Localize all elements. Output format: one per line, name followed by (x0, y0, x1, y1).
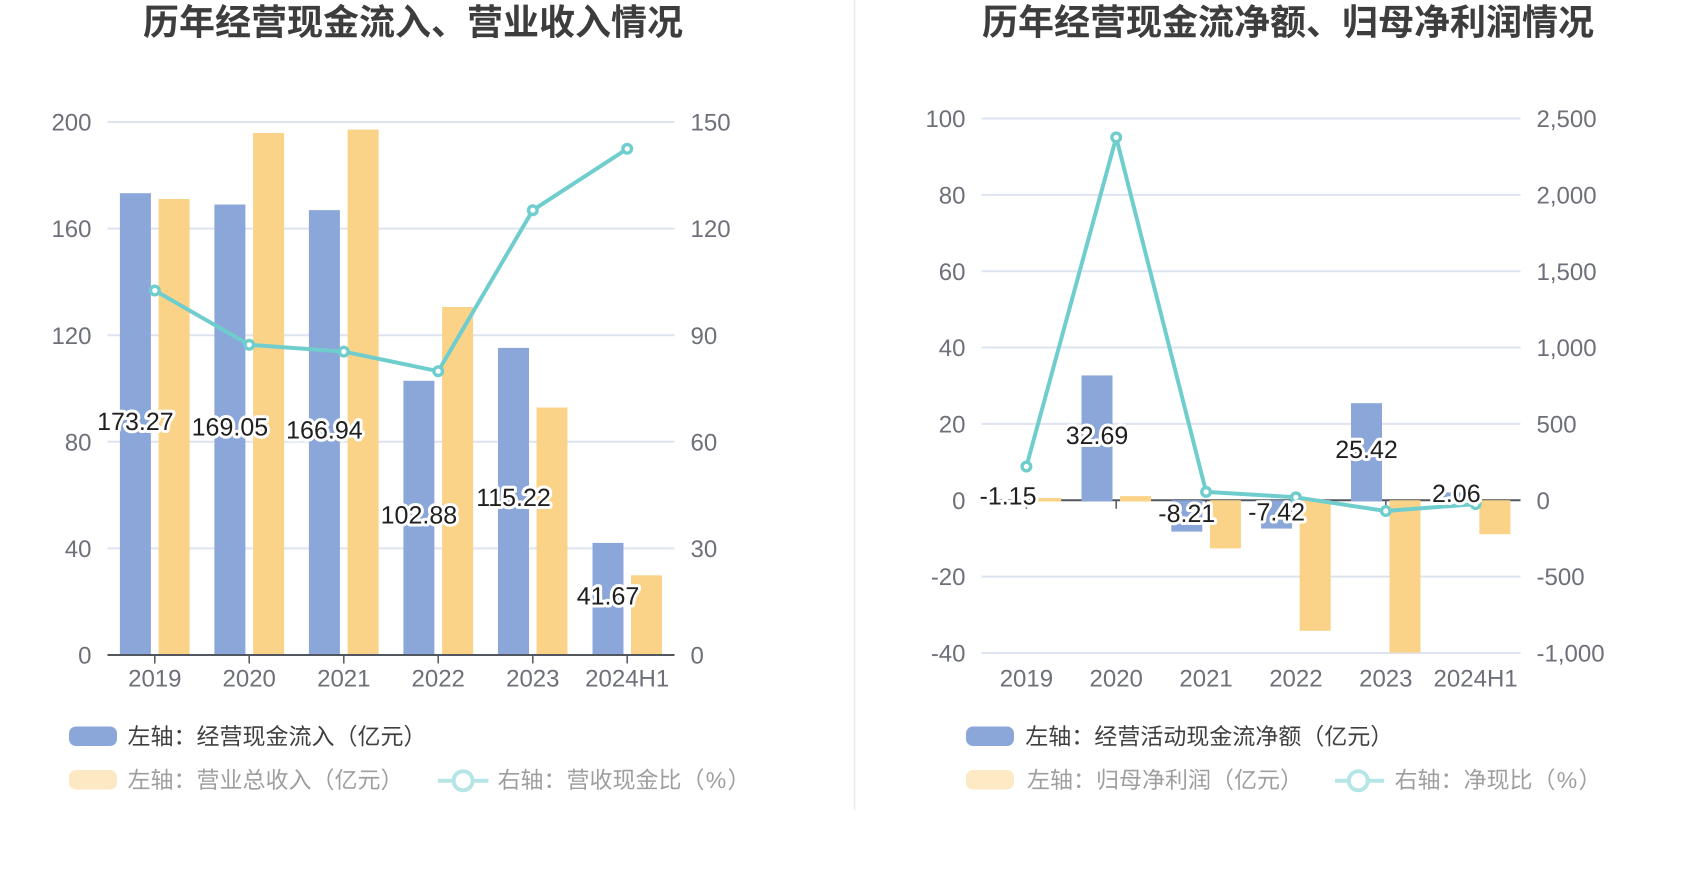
svg-text:120: 120 (691, 216, 731, 243)
svg-text:-20: -20 (931, 564, 966, 591)
svg-text:40: 40 (939, 335, 966, 362)
svg-text:150: 150 (691, 110, 731, 137)
svg-text:60: 60 (691, 429, 718, 456)
svg-text:0: 0 (952, 488, 965, 515)
svg-text:-1.15: -1.15 (980, 482, 1037, 510)
svg-text:173.27: 173.27 (97, 408, 173, 436)
svg-text:2023: 2023 (506, 666, 559, 693)
svg-text:40: 40 (65, 536, 92, 563)
svg-text:2020: 2020 (1090, 666, 1143, 693)
svg-text:-500: -500 (1537, 564, 1585, 591)
svg-text:2019: 2019 (128, 666, 181, 693)
svg-text:2024H1: 2024H1 (585, 666, 669, 693)
svg-text:2021: 2021 (317, 666, 370, 693)
svg-text:100: 100 (925, 106, 965, 133)
svg-text:60: 60 (939, 259, 966, 286)
svg-text:2023: 2023 (1359, 666, 1412, 693)
svg-text:-1,000: -1,000 (1537, 641, 1605, 668)
svg-text:0: 0 (78, 643, 91, 670)
svg-text:169.05: 169.05 (192, 414, 268, 442)
svg-text:0: 0 (691, 643, 704, 670)
svg-text:160: 160 (51, 216, 91, 243)
svg-text:90: 90 (691, 323, 718, 350)
svg-text:500: 500 (1537, 412, 1577, 439)
svg-text:0: 0 (1537, 488, 1550, 515)
svg-text:2019: 2019 (1000, 666, 1053, 693)
svg-text:2,500: 2,500 (1537, 106, 1597, 133)
svg-text:115.22: 115.22 (476, 484, 551, 512)
svg-text:25.42: 25.42 (1335, 436, 1398, 464)
svg-text:%: % (706, 767, 726, 793)
svg-text:%: % (1557, 767, 1577, 793)
svg-text:20: 20 (939, 412, 966, 439)
svg-text:2022: 2022 (1269, 666, 1322, 693)
svg-text:120: 120 (51, 323, 91, 350)
svg-text:80: 80 (65, 429, 92, 456)
svg-text:2022: 2022 (412, 666, 465, 693)
svg-text:1,000: 1,000 (1537, 335, 1597, 362)
svg-text:2024H1: 2024H1 (1434, 666, 1518, 693)
svg-text:41.67: 41.67 (577, 582, 640, 610)
svg-text:200: 200 (51, 110, 91, 137)
svg-text:30: 30 (691, 536, 718, 563)
svg-text:1,500: 1,500 (1537, 259, 1597, 286)
svg-text:166.94: 166.94 (286, 416, 363, 444)
svg-text:2020: 2020 (223, 666, 276, 693)
svg-text:2,000: 2,000 (1537, 182, 1597, 209)
svg-text:-8.21: -8.21 (1158, 500, 1215, 528)
svg-text:80: 80 (939, 182, 966, 209)
svg-text:-7.42: -7.42 (1248, 499, 1305, 527)
svg-text:102.88: 102.88 (381, 502, 457, 530)
svg-text:2021: 2021 (1179, 666, 1232, 693)
svg-text:32.69: 32.69 (1066, 422, 1129, 450)
svg-text:-40: -40 (931, 641, 966, 668)
svg-text:2.06: 2.06 (1432, 480, 1481, 508)
